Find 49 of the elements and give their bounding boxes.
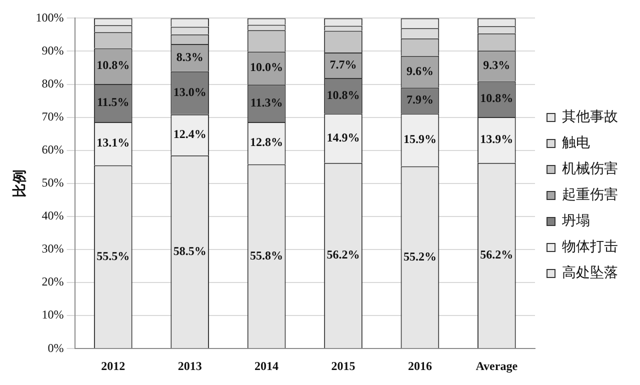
x-tick-label: Average — [476, 358, 518, 373]
data-label: 13.9% — [480, 132, 514, 146]
legend-label: 触电 — [562, 135, 590, 152]
data-label: 8.3% — [176, 50, 204, 64]
data-label: 10.0% — [250, 60, 284, 74]
data-label: 12.8% — [250, 135, 284, 150]
data-label: 55.8% — [250, 248, 284, 262]
y-tick-label: 40% — [42, 208, 64, 223]
y-tick-label: 80% — [42, 76, 64, 90]
data-label: 9.3% — [483, 58, 510, 72]
legend-label: 高处坠落 — [562, 265, 618, 282]
y-tick-label: 90% — [42, 43, 64, 58]
data-label: 55.2% — [403, 249, 436, 264]
x-tick-label: 2012 — [101, 358, 126, 373]
data-label: 9.6% — [406, 64, 434, 78]
data-label: 15.9% — [403, 132, 436, 146]
legend-label: 起重伤害 — [562, 187, 618, 204]
legend-label: 物体打击 — [562, 239, 618, 256]
legend-label: 坍塌 — [561, 213, 590, 230]
data-label: 10.8% — [480, 91, 514, 106]
y-tick-label: 100% — [36, 10, 64, 24]
data-label: 12.4% — [173, 126, 206, 141]
data-label: 7.7% — [330, 57, 357, 72]
y-tick-label: 0% — [48, 340, 64, 355]
data-label: 13.1% — [96, 136, 130, 150]
y-axis-title: 比例 — [12, 169, 28, 198]
data-label: 7.9% — [406, 92, 434, 107]
data-label: 58.5% — [173, 244, 206, 258]
data-label: 11.3% — [250, 95, 283, 110]
x-tick-label: 2013 — [178, 358, 202, 373]
y-tick-label: 20% — [42, 274, 64, 289]
legend-label: 其他事故 — [562, 109, 618, 126]
y-tick-label: 30% — [42, 242, 64, 256]
x-tick-label: 2016 — [408, 358, 432, 373]
y-tick-label: 60% — [42, 142, 64, 157]
data-label: 10.8% — [96, 58, 130, 72]
data-label: 11.5% — [96, 95, 130, 110]
y-tick-label: 10% — [42, 308, 64, 322]
data-label: 56.2% — [480, 248, 514, 262]
data-label: 14.9% — [326, 130, 360, 144]
x-tick-label: 2015 — [331, 358, 356, 373]
y-tick-label: 50% — [42, 176, 64, 190]
data-label: 10.8% — [326, 88, 360, 102]
data-label: 56.2% — [326, 248, 360, 262]
y-tick-label: 70% — [42, 109, 64, 124]
data-label: 55.5% — [96, 248, 130, 263]
x-tick-label: 2014 — [254, 358, 279, 373]
data-label: 13.0% — [173, 84, 206, 99]
legend-label: 机械伤害 — [562, 161, 618, 178]
